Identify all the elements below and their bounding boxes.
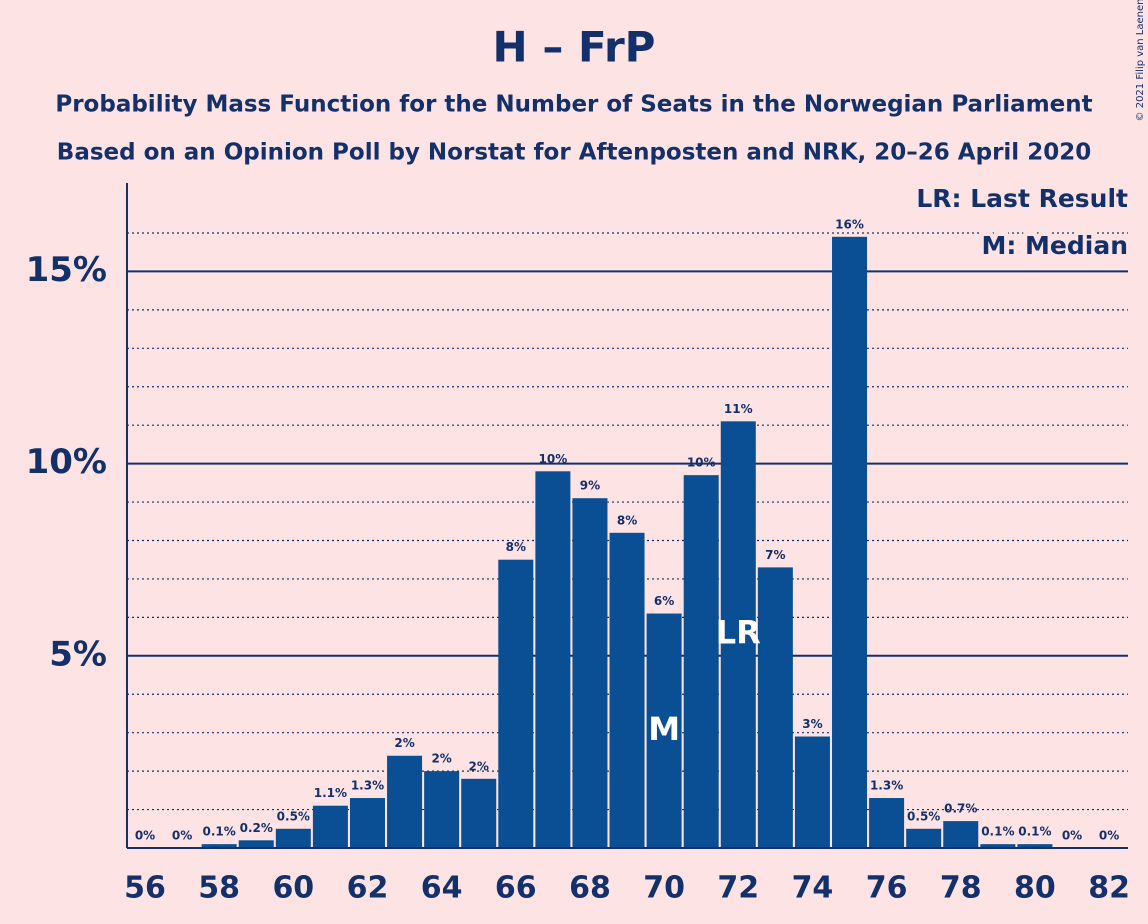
- value-label: 1.3%: [351, 779, 384, 793]
- legend-entry: M: Median: [981, 231, 1128, 260]
- value-label: 0.1%: [981, 825, 1014, 839]
- value-label: 8%: [506, 540, 526, 554]
- bar-annotation: LR: [716, 614, 761, 652]
- value-label: 1.1%: [314, 786, 347, 800]
- bar: [572, 498, 608, 848]
- y-tick-label: 10%: [26, 442, 107, 482]
- value-label: 0%: [1062, 829, 1082, 843]
- value-label: 0%: [135, 829, 155, 843]
- x-tick-label: 80: [1014, 871, 1056, 906]
- value-label: 11%: [724, 402, 753, 416]
- legend-entry: LR: Last Result: [916, 184, 1128, 213]
- bar: [238, 840, 274, 848]
- y-tick-label: 15%: [26, 250, 107, 290]
- value-label: 2%: [431, 752, 451, 766]
- bar: [498, 559, 534, 848]
- chart-subtitle: Based on an Opinion Poll by Norstat for …: [57, 140, 1091, 166]
- value-label: 0.1%: [203, 825, 236, 839]
- value-label: 6%: [654, 594, 674, 608]
- bar: [275, 828, 311, 848]
- value-label: 10%: [539, 452, 568, 466]
- value-label: 8%: [617, 513, 637, 527]
- x-tick-label: 72: [717, 871, 759, 906]
- bar: [757, 567, 793, 848]
- bar: [980, 844, 1016, 848]
- bar: [683, 475, 719, 848]
- value-label: 2%: [469, 759, 489, 773]
- value-label: 10%: [687, 456, 716, 470]
- value-label: 0.7%: [944, 802, 977, 816]
- value-label: 7%: [765, 548, 785, 562]
- x-tick-label: 60: [272, 871, 314, 906]
- bar: [720, 421, 756, 848]
- bar: [535, 471, 571, 848]
- x-tick-label: 62: [347, 871, 389, 906]
- value-label: 0.2%: [240, 821, 273, 835]
- bar: [609, 532, 645, 848]
- value-label: 0%: [1099, 829, 1119, 843]
- bar: [832, 236, 868, 848]
- x-tick-label: 68: [569, 871, 611, 906]
- chart-subtitle: Probability Mass Function for the Number…: [55, 92, 1092, 118]
- x-tick-label: 56: [124, 871, 166, 906]
- bar: [424, 771, 460, 848]
- value-label: 0.1%: [1018, 825, 1051, 839]
- value-label: 0.5%: [907, 809, 940, 823]
- x-tick-label: 76: [866, 871, 908, 906]
- x-tick-label: 58: [198, 871, 240, 906]
- bar: [869, 798, 905, 848]
- bar: [646, 613, 682, 848]
- bar: [906, 828, 942, 848]
- y-tick-label: 5%: [49, 634, 107, 674]
- bar: [349, 798, 385, 848]
- value-label: 2%: [394, 736, 414, 750]
- value-label: 0%: [172, 829, 192, 843]
- bar: [312, 805, 348, 848]
- bar: [387, 755, 423, 848]
- bar: [201, 844, 237, 848]
- bar: [794, 736, 830, 848]
- x-tick-label: 82: [1088, 871, 1130, 906]
- copyright: © 2021 Filip van Laenen: [1135, 0, 1146, 121]
- value-label: 16%: [835, 217, 864, 231]
- value-label: 1.3%: [870, 779, 903, 793]
- value-label: 3%: [802, 717, 822, 731]
- bar: [461, 778, 497, 848]
- x-tick-label: 66: [495, 871, 537, 906]
- bar-annotation: M: [648, 710, 680, 748]
- bar: [1017, 844, 1053, 848]
- x-tick-label: 74: [792, 871, 834, 906]
- x-tick-label: 78: [940, 871, 982, 906]
- value-label: 9%: [580, 479, 600, 493]
- value-label: 0.5%: [277, 809, 310, 823]
- bars: [201, 236, 1053, 848]
- bar: [943, 821, 979, 848]
- chart-title: H – FrP: [493, 23, 656, 72]
- x-tick-label: 64: [421, 871, 463, 906]
- x-tick-label: 70: [643, 871, 685, 906]
